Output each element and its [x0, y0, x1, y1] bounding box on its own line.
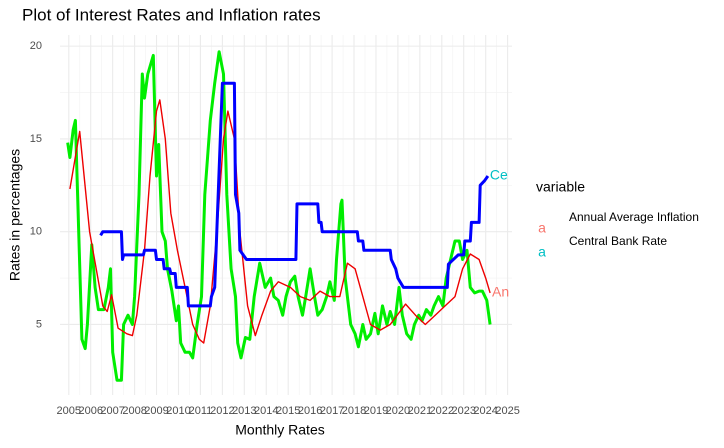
legend-key: a — [538, 244, 546, 260]
x-tick-label: 2011 — [189, 405, 213, 417]
x-tick-label: 2012 — [210, 405, 234, 417]
x-tick-label: 2024 — [473, 405, 497, 417]
x-tick-label: 2014 — [254, 405, 278, 417]
x-tick-label: 2013 — [232, 405, 256, 417]
x-axis-label: Monthly Rates — [235, 422, 324, 438]
x-tick-label: 2021 — [408, 405, 432, 417]
line-series — [69, 99, 491, 344]
x-tick-label: 2017 — [320, 405, 344, 417]
y-tick-label: 20 — [30, 40, 42, 52]
x-tick-label: 2006 — [78, 405, 102, 417]
y-tick-label: 15 — [30, 133, 42, 145]
x-tick-label: 2010 — [166, 405, 190, 417]
legend-label: Annual Average Inflation — [569, 210, 699, 224]
end-label: Ce — [490, 167, 508, 183]
x-tick-label: 2015 — [276, 405, 300, 417]
x-tick-label: 2009 — [144, 405, 168, 417]
legend-title: variable — [536, 179, 585, 195]
chart-title: Plot of Interest Rates and Inflation rat… — [22, 5, 321, 24]
y-tick-label: 10 — [30, 226, 42, 238]
x-tick-label: 2016 — [298, 405, 322, 417]
legend-key: a — [538, 220, 546, 236]
legend-label: Central Bank Rate — [569, 234, 667, 248]
y-tick-label: 5 — [36, 318, 42, 330]
line-series — [99, 81, 490, 308]
end-label: An — [492, 284, 509, 300]
line-series — [66, 50, 492, 382]
x-tick-label: 2008 — [122, 405, 146, 417]
x-tick-label: 2025 — [495, 405, 519, 417]
x-tick-label: 2020 — [386, 405, 410, 417]
x-tick-label: 2007 — [100, 405, 124, 417]
y-axis-label: Rates in percentages — [7, 149, 23, 281]
x-tick-label: 2022 — [430, 405, 454, 417]
x-tick-label: 2019 — [364, 405, 388, 417]
x-tick-label: 2023 — [451, 405, 475, 417]
x-tick-label: 2005 — [57, 405, 81, 417]
x-tick-label: 2018 — [342, 405, 366, 417]
